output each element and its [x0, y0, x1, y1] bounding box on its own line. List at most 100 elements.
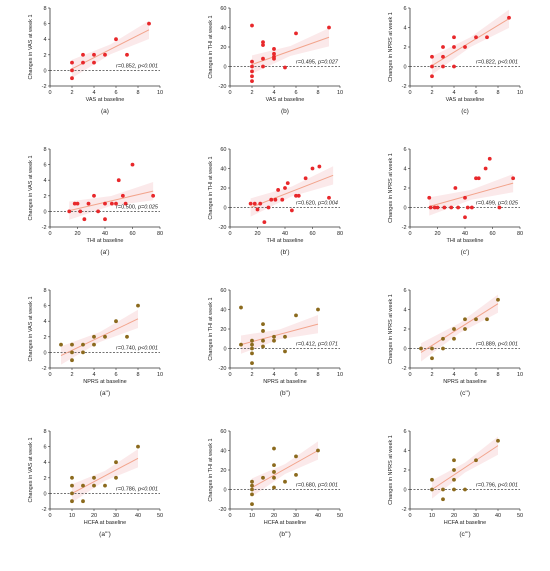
data-point: [452, 35, 456, 40]
data-point: [70, 350, 74, 355]
x-tick-label: 6: [474, 90, 477, 96]
y-tick-label: 60: [220, 147, 226, 153]
y-tick-label: 4: [403, 167, 406, 173]
data-point: [327, 25, 331, 30]
data-point: [252, 201, 257, 206]
trend-line: [250, 174, 334, 208]
data-point: [70, 358, 74, 363]
y-tick-label: 6: [403, 429, 406, 435]
x-tick-label: 10: [517, 372, 523, 378]
p-value: p<0.001: [137, 63, 158, 69]
x-tick-label: 60: [129, 231, 135, 237]
y-tick-label: -2: [402, 366, 407, 372]
trend-line: [251, 36, 330, 66]
y-tick-label: 2: [43, 53, 46, 59]
correlation-annotation: r=0.796, p<0.001: [476, 483, 518, 489]
data-point: [430, 477, 434, 482]
data-point: [419, 346, 423, 351]
y-tick-label: 8: [43, 429, 46, 435]
x-tick-label: 8: [496, 90, 499, 96]
data-point: [114, 460, 118, 465]
data-point: [70, 483, 74, 488]
trend-line: [431, 445, 499, 490]
data-point: [250, 487, 254, 492]
data-point: [255, 207, 260, 212]
data-point: [303, 176, 308, 181]
data-point: [283, 479, 287, 484]
data-point: [261, 329, 265, 333]
data-point: [250, 351, 254, 356]
data-point: [452, 468, 456, 472]
data-point: [474, 458, 478, 463]
data-point: [248, 201, 253, 206]
data-point: [114, 319, 118, 324]
y-axis-title: Changes in VAS at week 1: [28, 296, 34, 361]
data-point: [261, 344, 265, 349]
data-point: [294, 193, 298, 198]
panel-label: (a): [101, 108, 109, 115]
x-tick-label: 6: [114, 372, 117, 378]
y-tick-label: 20: [220, 186, 226, 192]
data-point: [441, 336, 445, 341]
data-point: [269, 197, 274, 202]
data-point: [81, 350, 85, 355]
data-point: [147, 21, 151, 26]
data-point: [103, 201, 107, 206]
data-point: [487, 156, 492, 161]
panel-label: (b'): [280, 249, 289, 256]
y-axis-title: Changes in THI at week 1: [208, 297, 214, 360]
data-point: [430, 74, 434, 79]
x-tick-label: 30: [113, 513, 119, 519]
correlation-annotation: r=0.680, p=0.001: [296, 483, 338, 489]
x-tick-label: 2: [70, 372, 73, 378]
data-point: [428, 205, 433, 210]
x-tick-label: 10: [337, 90, 343, 96]
trend-line: [429, 182, 514, 208]
data-point: [294, 313, 298, 318]
data-point: [483, 166, 488, 171]
data-point: [511, 176, 516, 181]
panel-label: (b): [281, 108, 289, 115]
data-point: [507, 15, 511, 20]
data-point: [81, 342, 85, 347]
data-point: [239, 305, 243, 310]
y-tick-label: 4: [403, 308, 406, 314]
y-tick-label: -2: [42, 366, 47, 372]
trend-line: [431, 18, 510, 66]
y-tick-label: 0: [403, 488, 406, 494]
data-point: [70, 60, 74, 65]
data-point: [465, 205, 470, 210]
x-tick-label: 6: [114, 90, 117, 96]
data-point: [272, 463, 276, 468]
data-point: [310, 166, 315, 171]
x-tick-label: 0: [228, 231, 231, 237]
x-tick-label: 4: [272, 372, 275, 378]
x-tick-label: 10: [517, 90, 523, 96]
data-point: [92, 342, 96, 347]
data-point: [86, 201, 91, 206]
r-value: r=0.412,: [296, 342, 318, 348]
data-point: [250, 479, 254, 484]
x-tick-label: 0: [408, 90, 411, 96]
y-tick-label: 8: [43, 6, 46, 12]
data-point: [430, 64, 434, 69]
x-tick-label: 0: [408, 372, 411, 378]
y-tick-label: 0: [43, 491, 46, 497]
data-point: [272, 475, 276, 480]
data-point: [250, 69, 254, 74]
data-point: [81, 60, 85, 65]
x-axis-title: THI at baseline: [87, 238, 124, 244]
y-tick-label: 4: [403, 26, 406, 32]
panel-label: (c'''): [459, 531, 470, 538]
data-point: [250, 361, 254, 366]
data-point: [452, 45, 456, 49]
x-tick-label: 40: [282, 231, 288, 237]
data-point: [432, 205, 437, 210]
x-tick-label: 6: [294, 90, 297, 96]
x-tick-label: 10: [249, 513, 255, 519]
y-axis-title: Changes in THI at week 1: [208, 156, 214, 219]
x-tick-label: 2: [430, 372, 433, 378]
data-point: [427, 195, 432, 200]
